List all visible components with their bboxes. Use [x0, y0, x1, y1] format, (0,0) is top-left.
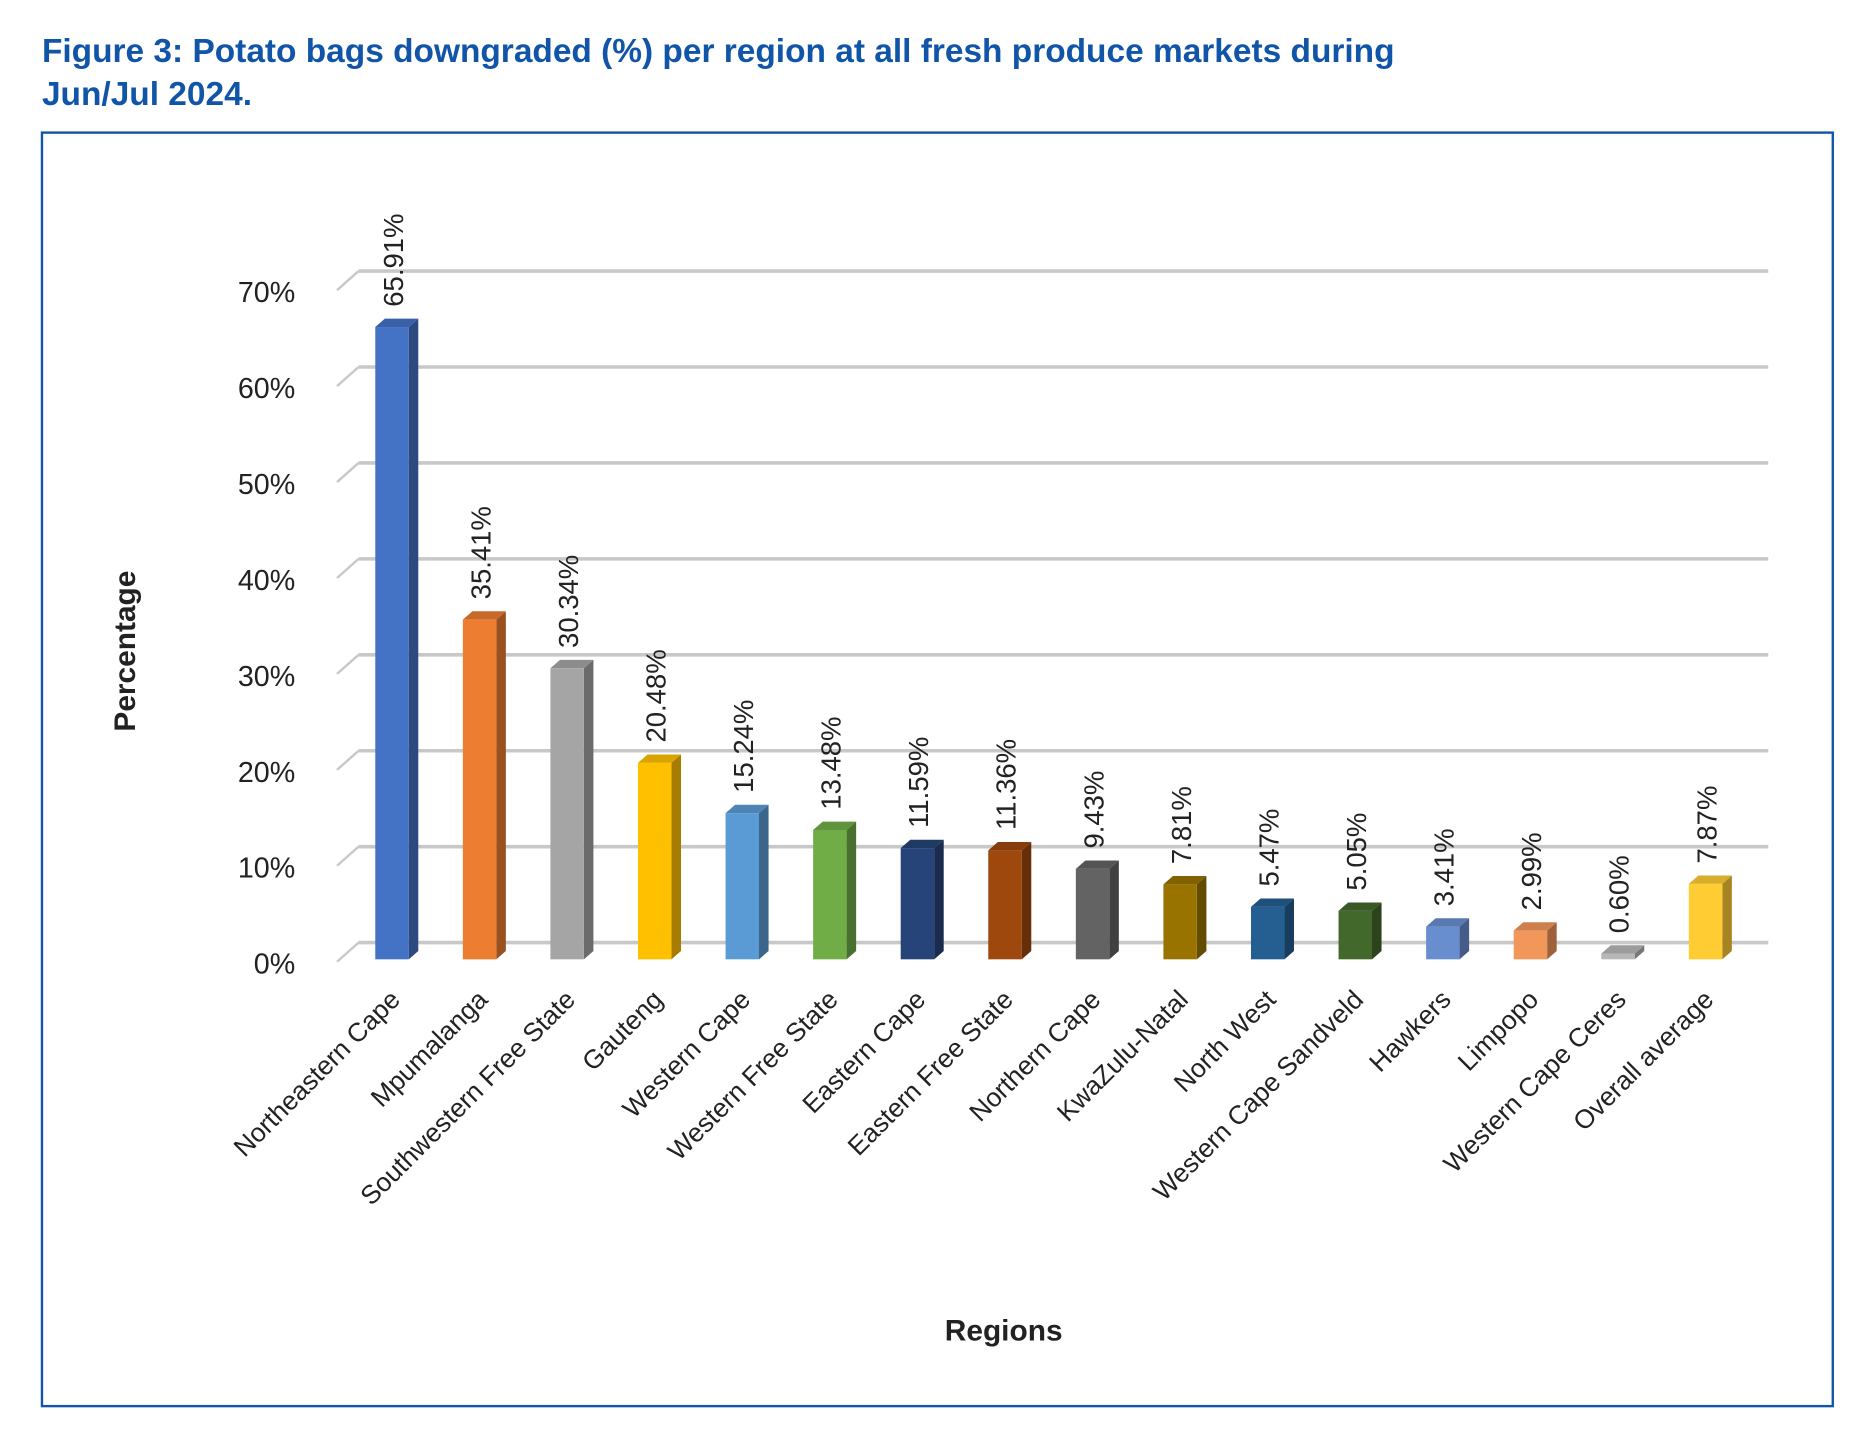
- data-label: 5.05%: [1341, 813, 1372, 891]
- bar: [637, 762, 672, 960]
- bar-side: [1371, 902, 1382, 960]
- bar-top: [375, 318, 419, 328]
- data-label: 7.87%: [1691, 786, 1722, 864]
- bar-side: [408, 318, 419, 960]
- y-tick-label: 0%: [254, 949, 295, 981]
- data-label: 13.48%: [816, 717, 847, 810]
- bar: [1426, 926, 1460, 960]
- bar-top: [1163, 876, 1207, 885]
- gridline-depth: [336, 557, 360, 579]
- bar-top: [637, 754, 681, 763]
- bar-side: [1196, 876, 1207, 960]
- bar-side: [759, 804, 769, 960]
- bar-side: [1722, 875, 1732, 960]
- bar-side: [496, 611, 506, 960]
- bar-side: [1109, 860, 1119, 960]
- bar: [1163, 884, 1197, 960]
- bar: [900, 848, 935, 960]
- bar: [725, 813, 760, 960]
- y-tick-label: 70%: [238, 277, 295, 309]
- bar-side: [1021, 841, 1032, 960]
- data-label: 30.34%: [553, 555, 584, 648]
- chart-title-line2: Jun/Jul 2024.: [42, 76, 252, 113]
- bar: [462, 619, 497, 960]
- bar-top: [550, 659, 594, 669]
- x-axis-title: Regions: [945, 1314, 1063, 1347]
- bar-top: [1688, 875, 1732, 884]
- bar: [1513, 930, 1548, 960]
- data-label: 35.41%: [465, 506, 496, 599]
- bar: [550, 668, 584, 960]
- data-label: 9.43%: [1078, 771, 1109, 849]
- data-label: 2.99%: [1516, 832, 1547, 910]
- gridline-depth: [336, 462, 360, 483]
- bar-side: [671, 754, 681, 960]
- bar: [1075, 868, 1110, 960]
- data-label: 20.48%: [640, 649, 671, 742]
- gridline-depth: [336, 749, 360, 771]
- bar-side: [846, 821, 857, 960]
- bar-side: [934, 839, 944, 960]
- data-label: 65.91%: [378, 214, 409, 307]
- gridline-depth: [336, 270, 360, 292]
- x-category-label: Northeastern Cape: [228, 984, 406, 1162]
- gridline-depth: [336, 941, 360, 963]
- bar-top: [725, 804, 769, 814]
- bar-side: [1459, 918, 1470, 960]
- bar-top: [462, 611, 506, 620]
- x-category-label: Eastern Free State: [842, 984, 1019, 1161]
- bar-top: [1601, 945, 1645, 954]
- bar-top: [1338, 902, 1382, 911]
- data-label: 5.47%: [1253, 809, 1284, 887]
- data-label: 0.60%: [1604, 855, 1635, 933]
- bar: [1338, 910, 1372, 960]
- bar-side: [1634, 945, 1645, 960]
- bar: [1250, 906, 1285, 960]
- bar: [1601, 953, 1635, 960]
- bar-top: [1513, 922, 1557, 931]
- y-tick-label: 30%: [238, 661, 295, 693]
- bar-top: [813, 821, 857, 831]
- x-category-label: Western Free State: [662, 984, 844, 1166]
- data-label: 7.81%: [1166, 786, 1197, 864]
- bar-top: [1075, 860, 1119, 869]
- bar-side: [1284, 898, 1294, 960]
- y-tick-label: 50%: [238, 469, 295, 501]
- data-label: 3.41%: [1429, 828, 1460, 906]
- data-label: 15.24%: [728, 700, 759, 793]
- data-label: 11.59%: [903, 737, 934, 828]
- y-tick-label: 20%: [238, 757, 295, 789]
- data-label: 11.36%: [991, 739, 1022, 830]
- x-category-label: Hawkers: [1363, 984, 1456, 1077]
- bar: [1688, 883, 1723, 960]
- bar: [813, 830, 847, 960]
- chart-frame: [40, 131, 1834, 1408]
- y-tick-label: 60%: [238, 373, 295, 405]
- gridline-depth: [336, 366, 360, 388]
- y-tick-label: 10%: [238, 853, 295, 885]
- gridline-depth: [336, 845, 360, 867]
- bar: [375, 327, 409, 960]
- chart-title-line1: Figure 3: Potato bags downgraded (%) per…: [42, 33, 1395, 70]
- gridline-depth: [336, 653, 360, 675]
- bar-top: [900, 839, 944, 849]
- bar-side: [583, 659, 594, 960]
- bar-side: [1547, 922, 1557, 960]
- bar: [988, 850, 1022, 960]
- bar-top: [1250, 898, 1294, 907]
- y-tick-label: 40%: [238, 565, 295, 597]
- y-axis-title: Percentage: [109, 571, 142, 732]
- bar-top: [988, 841, 1032, 851]
- bar-top: [1426, 918, 1470, 927]
